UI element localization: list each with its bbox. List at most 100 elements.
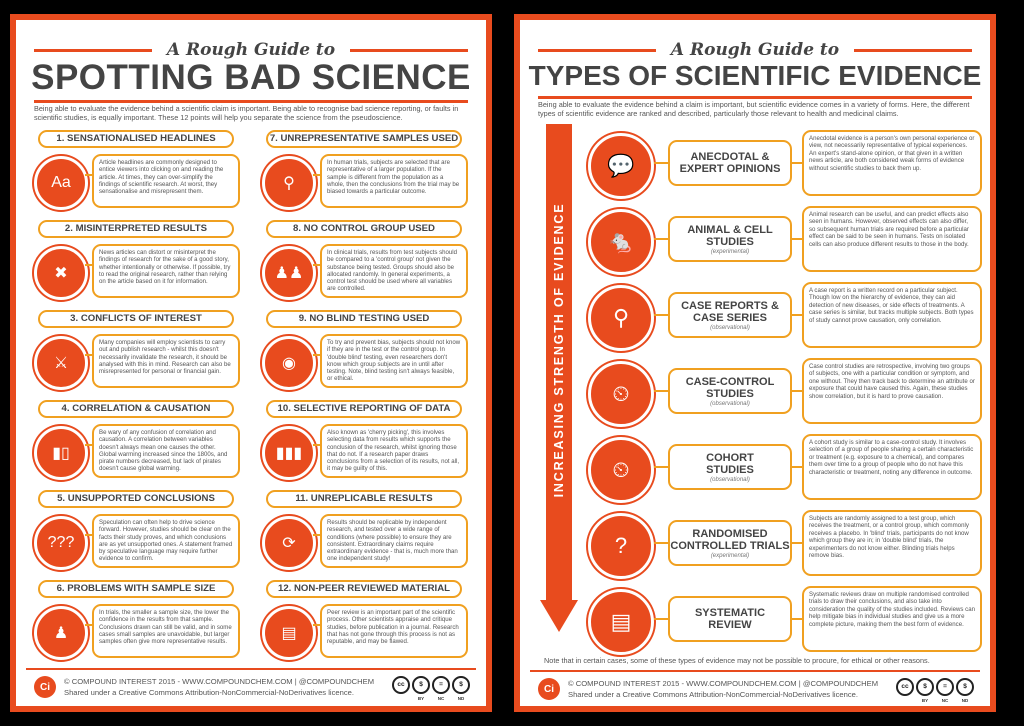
- eye-icon: ◉: [262, 336, 316, 390]
- point-title: 6. PROBLEMS WITH SAMPLE SIZE: [38, 580, 234, 598]
- evidence-description: A case report is a written record on a p…: [802, 282, 982, 348]
- cc-license-icons: cc $ = $: [896, 678, 974, 696]
- divider: [34, 100, 468, 103]
- evidence-description: Systematic reviews draw on multiple rand…: [802, 586, 982, 652]
- evidence-name-line1: ANIMAL & CELL: [687, 223, 773, 236]
- connector: [792, 542, 802, 544]
- connector: [313, 354, 320, 356]
- nd-icon: $: [452, 676, 470, 694]
- bad-science-point: 7. UNREPRESENTATIVE SAMPLES USED ⚲ In huma…: [258, 130, 470, 214]
- point-description: In human trials, subjects are selected t…: [320, 154, 468, 208]
- point-description: News articles can distort or misinterpre…: [92, 244, 240, 298]
- bad-science-point: 6. PROBLEMS WITH SAMPLE SIZE ♟ In trials, …: [30, 580, 242, 664]
- evidence-name-line2: EXPERT OPINIONS: [679, 162, 781, 175]
- evidence-name-line2: STUDIES: [706, 463, 754, 476]
- connector: [85, 534, 92, 536]
- footer-copyright: © COMPOUND INTEREST 2015 - WWW.COMPOUNDC…: [568, 679, 879, 688]
- repeat-icon: ⟳: [262, 516, 316, 570]
- evidence-arrow: [546, 124, 572, 602]
- evidence-name: ANECDOTAL & EXPERT OPINIONS: [668, 140, 792, 186]
- evidence-study-type: (experimental): [710, 248, 750, 255]
- evidence-type: 💬 ANECDOTAL & EXPERT OPINIONS Anecdotal evi…: [588, 130, 988, 200]
- point-description: Many companies will employ scientists to…: [92, 334, 240, 388]
- by-icon: $: [412, 676, 430, 694]
- bad-science-point: 4. CORRELATION & CAUSATION ▮▯ Be wary of a…: [30, 400, 242, 484]
- evidence-name-line2: REVIEW: [708, 618, 752, 631]
- connector: [654, 314, 668, 316]
- people-icon: ♟♟: [262, 246, 316, 300]
- bar-chart-icon: ▮▮▮: [262, 426, 316, 480]
- evidence-arrow-head: [540, 600, 578, 632]
- bad-science-point: 2. MISINTERPRETED RESULTS ✖ News articles …: [30, 220, 242, 304]
- evidence-name-line1: RANDOMISED: [692, 527, 768, 540]
- left-title: SPOTTING BAD SCIENCE: [31, 58, 471, 97]
- footnote: Note that in certain cases, some of thes…: [544, 656, 930, 665]
- connector: [313, 534, 320, 536]
- nc-icon: =: [936, 678, 954, 696]
- connector: [792, 238, 802, 240]
- bad-science-point: 5. UNSUPPORTED CONCLUSIONS??? Speculation…: [30, 490, 242, 574]
- connector: [313, 174, 320, 176]
- point-title: 11. UNREPLICABLE RESULTS: [266, 490, 462, 508]
- point-title: 2. MISINTERPRETED RESULTS: [38, 220, 234, 238]
- point-title: 9. NO BLIND TESTING USED: [266, 310, 462, 328]
- evidence-name: RANDOMISED CONTROLLED TRIALS (experimental…: [668, 520, 792, 566]
- cc-label: [896, 698, 914, 703]
- divider: [538, 96, 972, 99]
- people-question-icon: ?: [588, 513, 654, 579]
- right-title: TYPES OF SCIENTIFIC EVIDENCE: [528, 60, 982, 91]
- connector: [85, 444, 92, 446]
- evidence-description: Case control studies are retrospective, …: [802, 358, 982, 424]
- point-description: Article headlines are commonly designed …: [92, 154, 240, 208]
- evidence-study-type: (observational): [710, 400, 750, 407]
- connector: [654, 390, 668, 392]
- magnifier-icon: ⚲: [588, 285, 654, 351]
- evidence-name: CASE REPORTS & CASE SERIES (observational): [668, 292, 792, 338]
- evidence-study-type: (observational): [710, 324, 750, 331]
- evidence-name: COHORT STUDIES (observational): [668, 444, 792, 490]
- bad-science-point: 10. SELECTIVE REPORTING OF DATA ▮▮▮ Also k…: [258, 400, 470, 484]
- connector: [313, 264, 320, 266]
- evidence-study-type: (observational): [710, 476, 750, 483]
- point-description: Be wary of any confusion of correlation …: [92, 424, 240, 478]
- cc-label: NC: [941, 698, 949, 703]
- scientific-evidence-poster: A Rough Guide to TYPES OF SCIENTIFIC EVI…: [514, 14, 996, 712]
- cc-label: ND: [961, 698, 969, 703]
- connector: [792, 618, 802, 620]
- point-title: 10. SELECTIVE REPORTING OF DATA: [266, 400, 462, 418]
- cc-license-icons: cc $ = $: [392, 676, 470, 694]
- evidence-type: ⚲ CASE REPORTS & CASE SERIES (observational…: [588, 282, 988, 352]
- evidence-name: CASE-CONTROL STUDIES (observational): [668, 368, 792, 414]
- evidence-name-line1: CASE REPORTS &: [681, 299, 779, 312]
- connector: [85, 264, 92, 266]
- point-title: 8. NO CONTROL GROUP USED: [266, 220, 462, 238]
- point-title: 7. UNREPRESENTATIVE SAMPLES USED: [266, 130, 462, 148]
- bad-science-point: 1. SENSATIONALISED HEADLINES Aa Article he…: [30, 130, 242, 214]
- evidence-type: ▤ SYSTEMATIC REVIEW Systematic reviews draw…: [588, 586, 988, 656]
- evidence-name-line1: CASE-CONTROL: [685, 375, 775, 388]
- arrow-label: INCREASING STRENGTH OF EVIDENCE: [552, 202, 566, 498]
- connector: [85, 624, 92, 626]
- point-title: 12. NON-PEER REVIEWED MATERIAL: [266, 580, 462, 598]
- bad-science-poster: A Rough Guide to SPOTTING BAD SCIENCE Be…: [10, 14, 492, 712]
- cc-label: [392, 696, 410, 701]
- evidence-type: 🐁 ANIMAL & CELL STUDIES (experimental) Anima…: [588, 206, 988, 276]
- evidence-type: ⏲ CASE-CONTROL STUDIES (observational) Case …: [588, 358, 988, 428]
- point-description: Peer review is an important part of the …: [320, 604, 468, 658]
- cc-labels: BY NC ND: [896, 698, 974, 703]
- footer-copyright: © COMPOUND INTEREST 2015 - WWW.COMPOUNDC…: [64, 677, 375, 686]
- cc-label: BY: [921, 698, 929, 703]
- connector: [654, 162, 668, 164]
- cc-icon: cc: [392, 676, 410, 694]
- bad-science-point: 8. NO CONTROL GROUP USED ♟♟ In clinical tr…: [258, 220, 470, 304]
- cc-label: ND: [457, 696, 465, 701]
- cc-labels: BY NC ND: [392, 696, 470, 701]
- point-description: Results should be replicable by independ…: [320, 514, 468, 568]
- left-subtitle: A Rough Guide to: [166, 40, 336, 60]
- connector: [313, 444, 320, 446]
- evidence-name-line2: CASE SERIES: [693, 311, 767, 324]
- evidence-name-line1: ANECDOTAL &: [690, 150, 770, 163]
- speech-bubble-icon: 💬: [588, 133, 654, 199]
- bad-science-point: 11. UNREPLICABLE RESULTS ⟳ Results should …: [258, 490, 470, 574]
- point-description: In trials, the smaller a sample size, th…: [92, 604, 240, 658]
